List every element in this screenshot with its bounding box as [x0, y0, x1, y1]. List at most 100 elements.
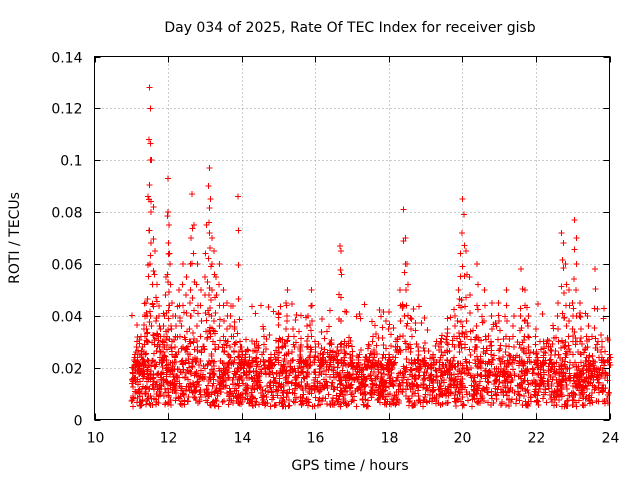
band-point	[178, 369, 185, 376]
roti-point	[207, 196, 214, 203]
band-point	[389, 381, 396, 388]
band-point	[169, 386, 176, 393]
roti-point	[159, 338, 166, 345]
band-point	[273, 369, 280, 376]
band-point	[402, 368, 409, 375]
band-point	[204, 361, 211, 368]
roti-point	[566, 286, 573, 293]
roti-point	[215, 343, 222, 350]
band-point	[351, 397, 358, 404]
band-point	[426, 355, 433, 362]
band-point	[216, 337, 223, 344]
band-point	[517, 375, 524, 382]
roti-point	[153, 348, 160, 355]
band-point	[267, 403, 274, 410]
band-point	[282, 403, 289, 410]
roti-point	[592, 285, 599, 292]
band-point	[142, 401, 149, 408]
band-point	[183, 387, 190, 394]
band-point	[208, 391, 215, 398]
band-point	[172, 384, 179, 391]
roti-point	[177, 333, 184, 340]
roti-point	[147, 312, 154, 319]
band-point	[414, 387, 421, 394]
roti-point	[236, 338, 243, 345]
band-point	[586, 352, 593, 359]
band-point	[224, 369, 231, 376]
band-point	[201, 389, 208, 396]
band-point	[129, 397, 136, 404]
roti-point	[392, 343, 399, 350]
band-point	[598, 385, 605, 392]
roti-point	[467, 328, 474, 335]
roti-point	[518, 344, 525, 351]
roti-point	[160, 354, 167, 361]
band-point	[459, 394, 466, 401]
roti-point	[444, 349, 451, 356]
roti-point	[297, 348, 304, 355]
band-point	[145, 393, 152, 400]
roti-point	[591, 325, 598, 332]
roti-point	[152, 247, 159, 254]
roti-point	[495, 336, 502, 343]
band-point	[328, 367, 335, 374]
band-point	[412, 319, 419, 326]
roti-point	[457, 250, 464, 257]
roti-point	[206, 219, 213, 226]
data-points	[128, 84, 614, 410]
band-point	[458, 330, 465, 337]
band-point	[286, 372, 293, 379]
band-point	[452, 363, 459, 370]
band-point	[493, 392, 500, 399]
band-point	[273, 379, 280, 386]
band-point	[477, 353, 484, 360]
band-point	[289, 389, 296, 396]
band-point	[379, 394, 386, 401]
band-point	[283, 393, 290, 400]
roti-point	[208, 312, 215, 319]
band-point	[156, 389, 163, 396]
roti-point	[444, 325, 451, 332]
band-point	[576, 369, 583, 376]
band-point	[328, 379, 335, 386]
band-point	[355, 384, 362, 391]
roti-point	[140, 356, 147, 363]
band-point	[575, 397, 582, 404]
band-point	[156, 383, 163, 390]
band-point	[196, 361, 203, 368]
roti-point	[518, 266, 525, 273]
band-point	[243, 348, 250, 355]
roti-point	[206, 229, 213, 236]
roti-point	[338, 271, 345, 278]
x-tick-label: 24	[602, 431, 620, 447]
band-point	[239, 380, 246, 387]
band-point	[444, 386, 451, 393]
roti-point	[459, 263, 466, 270]
band-point	[331, 402, 338, 409]
band-point	[379, 335, 386, 342]
roti-point	[308, 317, 315, 324]
band-point	[128, 397, 135, 404]
roti-point	[585, 323, 592, 330]
band-point	[546, 392, 553, 399]
band-point	[365, 397, 372, 404]
roti-point	[290, 325, 297, 332]
band-point	[493, 323, 500, 330]
band-point	[211, 363, 218, 370]
roti-point	[149, 300, 156, 307]
roti-point	[166, 288, 173, 295]
band-point	[167, 397, 174, 404]
roti-point	[455, 302, 462, 309]
roti-point	[539, 359, 546, 366]
roti-point	[163, 333, 170, 340]
roti-point	[497, 345, 504, 352]
roti-point	[144, 193, 151, 200]
band-point	[583, 374, 590, 381]
band-point	[588, 333, 595, 340]
roti-point	[283, 325, 290, 332]
band-point	[410, 403, 417, 410]
band-point	[379, 355, 386, 362]
band-point	[285, 359, 292, 366]
plot-frame	[94, 56, 610, 420]
band-point	[539, 310, 546, 317]
